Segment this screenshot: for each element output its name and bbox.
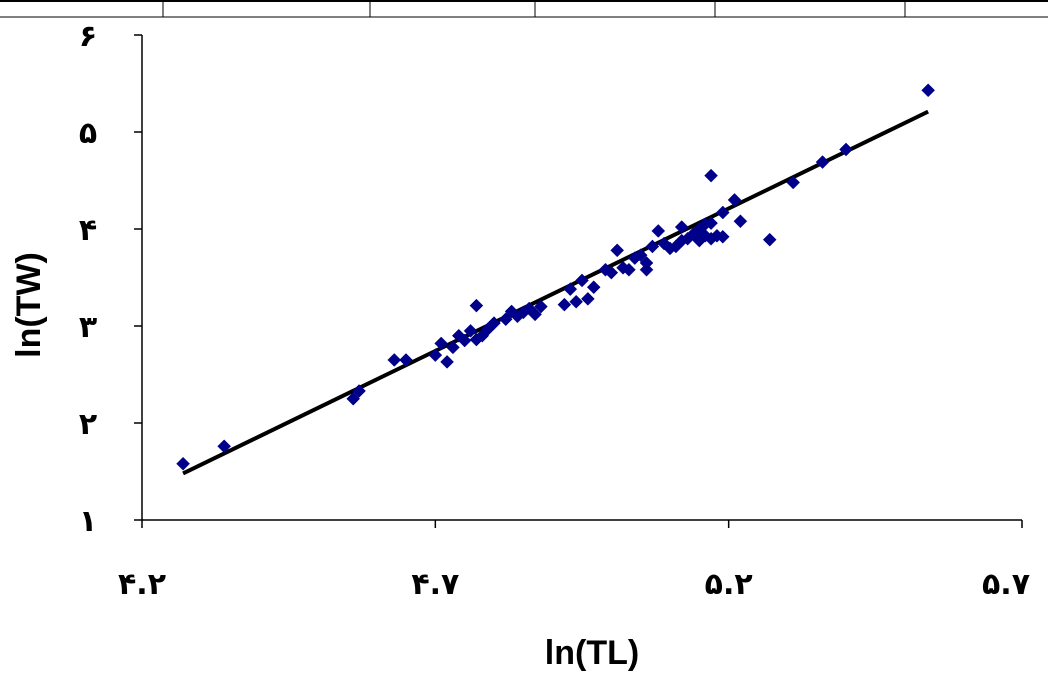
- data-point: [487, 316, 501, 330]
- data-point: [586, 280, 601, 295]
- data-point: [387, 353, 402, 367]
- data-point: [440, 355, 454, 369]
- data-point: [733, 214, 748, 229]
- data-point: [528, 307, 542, 322]
- data-point: [604, 265, 619, 280]
- y-ticks: ۱ ۲ ۳ ۴ ۵ ۶: [79, 19, 142, 539]
- data-point: [498, 312, 513, 327]
- data-point: [645, 239, 660, 254]
- x-tick-label: ۵.۷: [982, 567, 1030, 602]
- data-point: [534, 299, 548, 314]
- data-point: [446, 340, 460, 355]
- data-point: [715, 229, 730, 244]
- x-axis-title: ln(TL): [545, 634, 639, 672]
- y-tick-label: ۳: [79, 310, 97, 345]
- data-point: [639, 256, 654, 270]
- data-point: [762, 232, 777, 247]
- data-point: [575, 273, 589, 288]
- y-tick-label: ۱: [79, 504, 97, 539]
- data-point: [815, 155, 830, 169]
- data-point: [581, 291, 595, 306]
- y-tick-label: ۴: [79, 213, 97, 248]
- data-point: [463, 323, 478, 338]
- y-tick-label: ۶: [79, 19, 97, 54]
- data-point: [610, 243, 625, 258]
- data-point: [674, 220, 689, 234]
- y-tick-label: ۵: [79, 116, 97, 151]
- data-point: [346, 391, 361, 406]
- x-ticks: ۴.۲ ۴.۷ ۵.۲ ۵.۷: [118, 520, 1030, 602]
- top-border: [0, 0, 1048, 18]
- trendline-group: [182, 109, 930, 476]
- data-point: [457, 333, 472, 348]
- trendline: [182, 109, 930, 476]
- data-point: [176, 456, 190, 471]
- data-point: [704, 216, 718, 231]
- data-point: [569, 294, 583, 309]
- data-point: [921, 83, 935, 98]
- y-tick-label: ۲: [79, 407, 97, 442]
- data-point: [786, 175, 801, 190]
- data-point: [715, 205, 730, 220]
- data-point: [727, 193, 742, 207]
- data-point: [428, 348, 443, 362]
- data-point: [704, 168, 718, 183]
- data-point: [633, 248, 648, 263]
- data-point: [217, 439, 231, 454]
- x-tick-label: ۴.۲: [118, 567, 166, 602]
- data-point: [469, 298, 484, 313]
- x-tick-label: ۵.۲: [705, 567, 753, 602]
- data-point: [399, 353, 413, 367]
- data-point: [557, 297, 572, 312]
- data-point: [839, 142, 853, 157]
- data-point: [622, 262, 636, 277]
- x-tick-label: ۴.۷: [411, 567, 459, 602]
- data-point: [563, 282, 578, 296]
- data-point: [434, 336, 449, 351]
- data-point: [651, 224, 666, 238]
- data-point: [352, 384, 366, 398]
- data-points: [176, 83, 935, 471]
- y-axis-title: ln(TW): [10, 252, 48, 358]
